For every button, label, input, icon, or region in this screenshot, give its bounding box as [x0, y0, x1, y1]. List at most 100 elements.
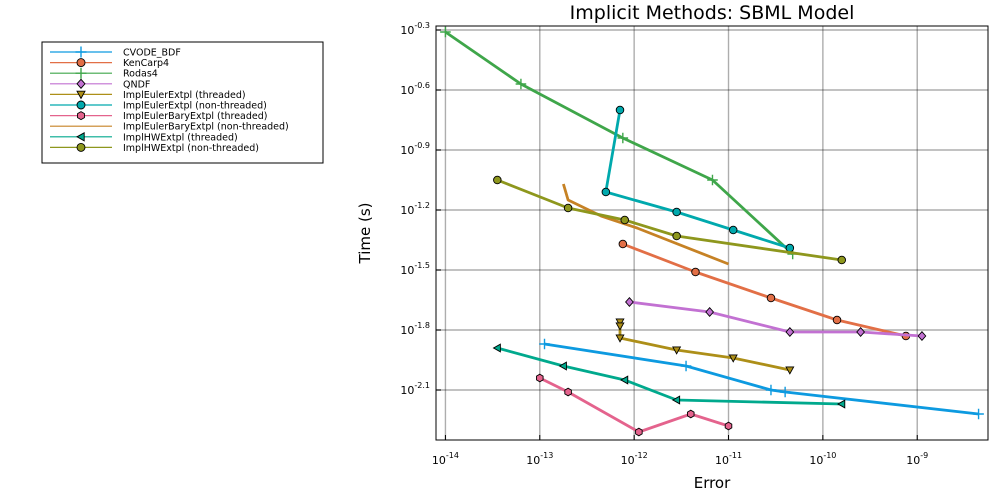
- series-line: [544, 342, 979, 416]
- x-tick-label: 10-14: [432, 451, 459, 467]
- data-point: [691, 267, 700, 277]
- series-layer: [440, 26, 984, 437]
- x-tick-label: 10-9: [906, 451, 928, 467]
- data-point: [973, 408, 984, 420]
- data-point: [672, 346, 682, 355]
- series-2: [440, 26, 798, 260]
- data-point: [680, 360, 692, 372]
- data-point: [615, 318, 625, 327]
- legend: CVODE_BDFKenCarp4Rodas4QNDFImplEulerExtp…: [41, 41, 324, 164]
- data-point: [779, 386, 791, 398]
- legend-item: KenCarp4: [50, 58, 169, 69]
- data-point: [728, 225, 738, 235]
- legend-label: KenCarp4: [123, 58, 169, 69]
- legend-marker: [76, 90, 86, 100]
- legend-item: ImplEulerBaryExtpl (non-threaded): [50, 122, 289, 133]
- legend-item: ImplEulerBaryExtpl (threaded): [50, 111, 267, 122]
- legend-label: ImplHWExtpl (non-threaded): [123, 143, 259, 154]
- data-point: [917, 331, 927, 341]
- legend-label: ImplEulerBaryExtpl (threaded): [123, 111, 267, 122]
- data-point: [615, 322, 625, 331]
- data-point: [515, 78, 527, 90]
- data-point: [837, 399, 846, 409]
- y-tick-label: 10-1.5: [400, 261, 430, 277]
- series-5: [601, 105, 795, 253]
- legend-item: ImplEulerExtpl (non-threaded): [50, 101, 267, 112]
- series-8: [492, 343, 846, 409]
- data-point: [536, 373, 544, 383]
- legend-marker: [76, 100, 86, 110]
- data-point: [785, 327, 795, 337]
- data-point: [558, 361, 567, 371]
- series-0: [539, 338, 984, 420]
- x-axis-label: Error: [694, 474, 731, 492]
- y-axis: 10-0.3 10-0.6 10-0.9 10-1.2 10-1.5 10-1.8 10-2…: [400, 21, 441, 397]
- legend-marker: [76, 132, 85, 142]
- data-point: [625, 297, 634, 307]
- series-6: [536, 373, 733, 437]
- data-point: [765, 384, 777, 396]
- y-tick-label: 10-0.6: [400, 81, 430, 97]
- series-line: [496, 346, 842, 406]
- data-point: [785, 366, 795, 375]
- data-point: [766, 293, 776, 303]
- x-tick-label: 10-11: [715, 451, 742, 467]
- data-point: [615, 334, 625, 343]
- y-tick-label: 10-0.9: [400, 141, 430, 157]
- x-tick-label: 10-13: [526, 451, 553, 467]
- data-point: [672, 231, 681, 241]
- plot-frame: [435, 25, 989, 441]
- legend-item: Rodas4: [50, 67, 158, 80]
- series-4: [615, 318, 795, 375]
- series-3: [625, 297, 927, 341]
- data-point: [671, 395, 681, 405]
- legend-item: QNDF: [50, 78, 150, 90]
- legend-item: ImplEulerExtpl (threaded): [50, 90, 246, 101]
- legend-item: ImplHWExtpl (threaded): [50, 132, 238, 143]
- legend-label: ImplHWExtpl (threaded): [123, 132, 238, 143]
- data-point: [617, 132, 629, 144]
- data-point: [724, 421, 733, 431]
- data-point: [615, 105, 625, 115]
- data-point: [705, 307, 715, 317]
- legend-marker: [76, 58, 86, 68]
- legend-label: ImplEulerExtpl (threaded): [123, 90, 246, 101]
- data-point: [837, 255, 846, 265]
- data-point: [563, 203, 573, 213]
- legend-label: Rodas4: [123, 69, 158, 80]
- data-point: [440, 26, 451, 38]
- x-tick-label: 10-10: [809, 451, 836, 467]
- data-point: [832, 315, 842, 325]
- data-point: [539, 338, 550, 350]
- data-point: [618, 239, 628, 249]
- legend-label: QNDF: [123, 79, 150, 90]
- legend-label: ImplEulerBaryExtpl (non-threaded): [123, 122, 289, 133]
- legend-marker: [75, 67, 87, 79]
- data-point: [856, 327, 866, 337]
- chart-title: Implicit Methods: SBML Model: [570, 2, 855, 24]
- series-9: [493, 175, 846, 265]
- legend-marker: [76, 78, 86, 89]
- data-point: [620, 215, 629, 225]
- y-tick-label: 10-1.2: [400, 201, 430, 217]
- y-tick-label: 10-2.1: [400, 381, 430, 397]
- series-line: [622, 242, 907, 338]
- y-tick-label: 10-0.3: [400, 21, 430, 37]
- legend-label: ImplEulerExtpl (non-threaded): [123, 101, 267, 112]
- series-line: [618, 322, 791, 372]
- data-point: [728, 354, 738, 363]
- data-point: [564, 387, 572, 397]
- data-point: [687, 409, 695, 419]
- legend-marker: [77, 111, 85, 121]
- legend-marker: [76, 142, 86, 152]
- data-point: [635, 427, 643, 437]
- data-point: [785, 243, 795, 253]
- data-point: [707, 174, 718, 186]
- legend-marker: [75, 46, 87, 58]
- data-point: [672, 207, 681, 217]
- legend-label: CVODE_BDF: [123, 48, 181, 59]
- legend-item: CVODE_BDF: [50, 46, 181, 59]
- data-point: [493, 175, 502, 185]
- grid: [436, 26, 988, 440]
